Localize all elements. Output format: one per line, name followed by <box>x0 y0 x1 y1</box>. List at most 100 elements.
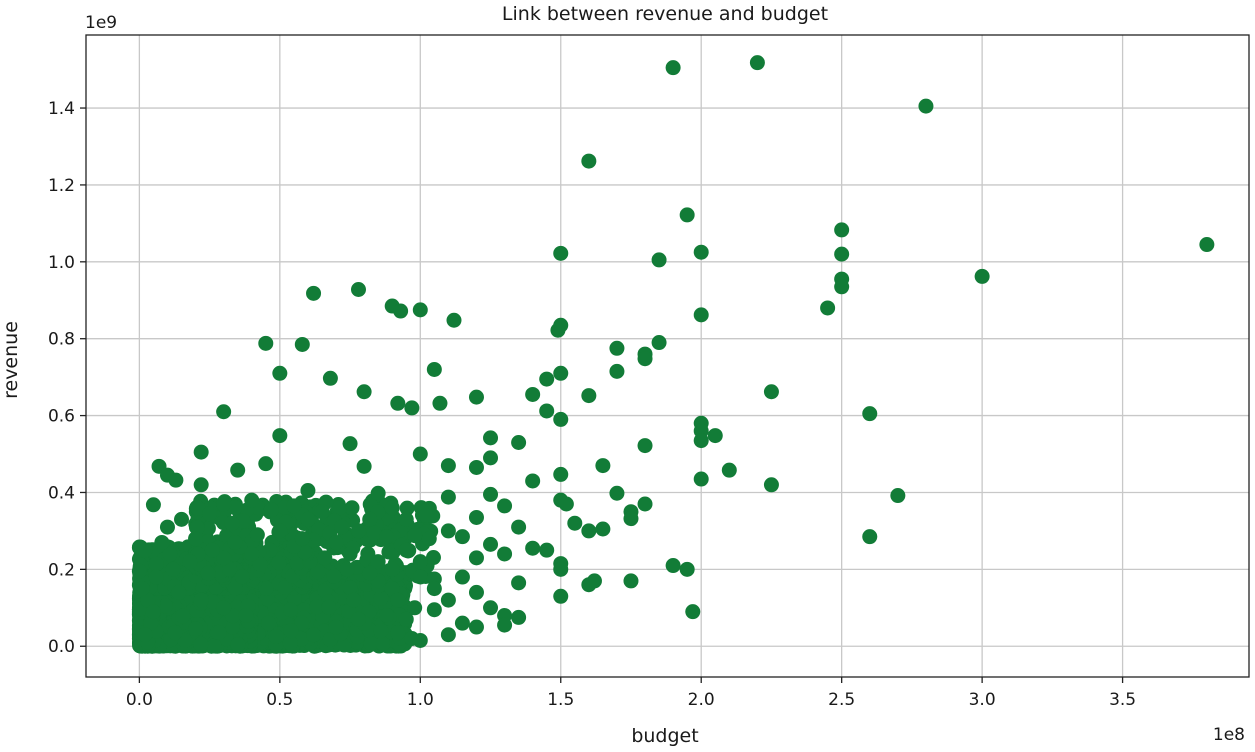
data-point <box>204 542 220 558</box>
data-point <box>283 623 299 639</box>
x-tick-label: 1.0 <box>407 690 434 710</box>
data-point <box>862 529 878 545</box>
data-point <box>511 575 527 591</box>
data-point <box>553 588 569 604</box>
data-point <box>398 542 414 558</box>
data-point <box>131 563 147 579</box>
data-point <box>454 615 470 631</box>
data-point <box>595 458 611 474</box>
data-point <box>454 529 470 545</box>
data-point <box>651 335 667 351</box>
data-point <box>511 434 527 450</box>
data-point <box>468 619 484 635</box>
data-point <box>202 506 218 522</box>
data-point <box>609 340 625 356</box>
data-point <box>384 500 400 516</box>
x-axis-offset-text: 1e8 <box>1213 725 1245 745</box>
data-point <box>230 462 246 478</box>
data-point <box>182 554 198 570</box>
data-point <box>224 619 240 635</box>
data-point <box>581 153 597 169</box>
data-point <box>294 336 310 352</box>
data-point <box>230 637 246 653</box>
data-point <box>234 569 250 585</box>
data-point <box>749 55 765 71</box>
data-point <box>286 498 302 514</box>
data-point <box>497 617 513 633</box>
data-point <box>412 446 428 462</box>
data-point <box>235 513 251 529</box>
data-point <box>483 486 499 502</box>
data-point <box>421 531 437 547</box>
data-point <box>693 433 709 449</box>
data-point <box>206 638 222 654</box>
y-axis-offset-text: 1e9 <box>85 13 117 33</box>
data-point <box>200 565 216 581</box>
data-point <box>553 466 569 482</box>
data-point <box>637 351 653 367</box>
data-point <box>581 388 597 404</box>
data-point <box>468 389 484 405</box>
plot-frame <box>85 34 1250 678</box>
data-point <box>193 477 209 493</box>
data-point <box>350 281 366 297</box>
data-point <box>407 600 423 616</box>
data-point <box>567 515 583 531</box>
data-point <box>390 592 406 608</box>
data-point <box>188 531 204 547</box>
data-point <box>145 497 161 513</box>
x-tick-label: 0.5 <box>266 690 293 710</box>
data-point <box>581 523 597 539</box>
data-point <box>342 580 358 596</box>
data-point <box>553 561 569 577</box>
data-point <box>171 584 187 600</box>
data-point <box>373 590 389 606</box>
data-point <box>310 564 326 580</box>
data-point <box>693 244 709 260</box>
data-point <box>511 609 527 625</box>
data-point <box>370 485 386 501</box>
data-point <box>404 631 420 647</box>
data-point <box>350 611 366 627</box>
data-point <box>249 527 265 543</box>
data-point <box>918 98 934 114</box>
data-point <box>379 529 395 545</box>
data-point <box>651 252 667 268</box>
data-point <box>497 546 513 562</box>
data-point <box>252 556 268 572</box>
data-point <box>834 279 850 295</box>
data-point <box>300 483 316 499</box>
chart-title: Link between revenue and budget <box>502 3 828 25</box>
data-point <box>483 450 499 466</box>
data-point <box>412 302 428 318</box>
data-point <box>440 523 456 539</box>
data-point <box>140 592 156 608</box>
data-point <box>418 508 434 524</box>
y-tick-label: 0.8 <box>48 330 75 350</box>
y-tick-label: 0.0 <box>48 637 75 657</box>
data-point <box>157 598 173 614</box>
data-point <box>398 611 414 627</box>
data-point <box>440 458 456 474</box>
data-point <box>525 473 541 489</box>
data-point <box>227 580 243 596</box>
data-point <box>375 636 391 652</box>
data-point <box>188 621 204 637</box>
data-point <box>763 477 779 493</box>
data-point <box>193 592 209 608</box>
data-point <box>263 502 279 518</box>
data-point <box>283 602 299 618</box>
data-point <box>665 60 681 76</box>
data-point <box>679 561 695 577</box>
data-point <box>707 428 723 444</box>
data-point <box>693 307 709 323</box>
data-point <box>309 599 325 615</box>
y-axis-label: revenue <box>0 321 22 399</box>
data-point <box>525 386 541 402</box>
data-point <box>216 496 232 512</box>
y-tick-label: 1.4 <box>48 99 75 119</box>
data-point <box>336 637 352 653</box>
data-point <box>342 436 358 452</box>
data-point <box>974 268 990 284</box>
data-point <box>834 246 850 262</box>
